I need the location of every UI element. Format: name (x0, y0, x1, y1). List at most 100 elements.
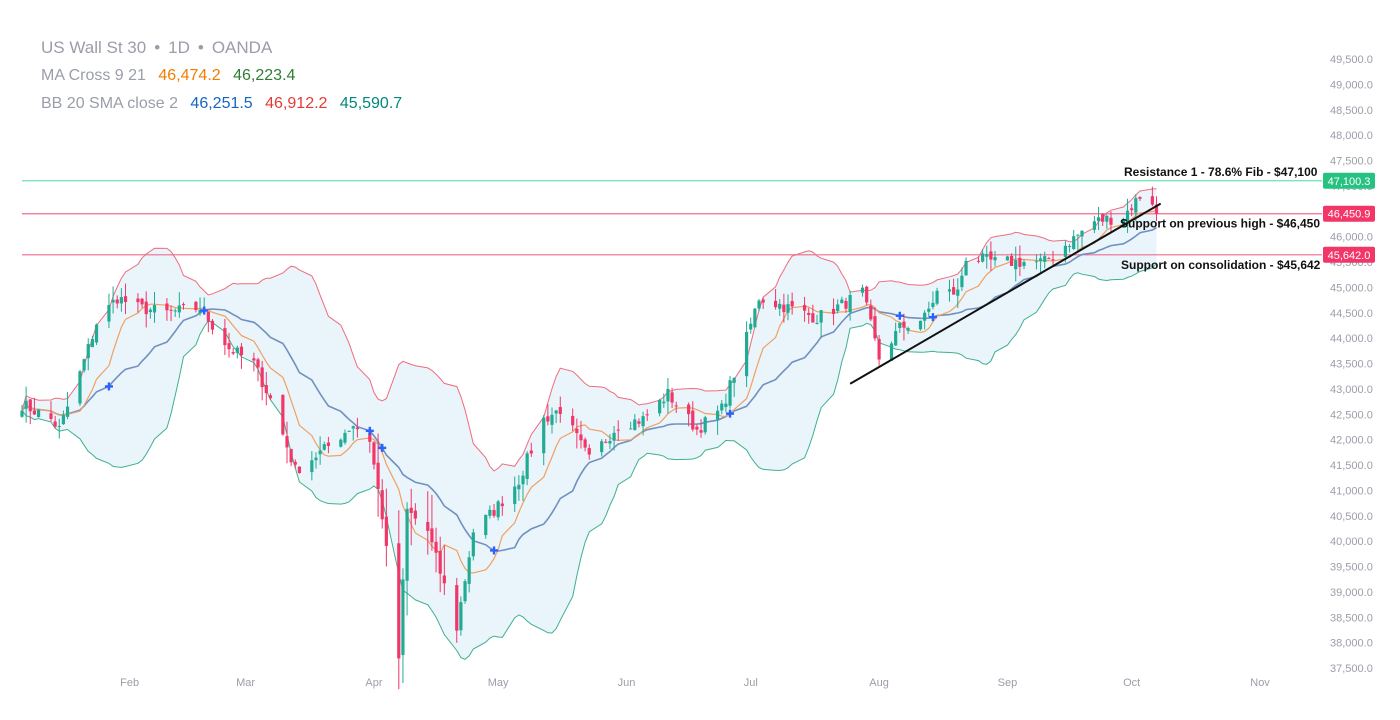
candle (848, 290, 852, 321)
candle (894, 322, 898, 346)
candle (831, 298, 836, 326)
candle-body (670, 392, 674, 403)
price-axis[interactable]: 37,500.0 38,000.0 38,500.0 39,000.0 39,500.0… (1330, 54, 1373, 675)
candle (442, 545, 446, 596)
candle-body (94, 324, 99, 343)
ma-cross-marker (490, 546, 499, 555)
candle-body (384, 516, 388, 546)
candle (1034, 254, 1039, 270)
ma-cross-marker (200, 306, 209, 315)
candle (297, 466, 302, 474)
month-tick-label: May (488, 677, 509, 689)
candle-body (782, 304, 786, 313)
candle-body (318, 450, 322, 455)
price-tick-label: 49,500.0 (1330, 54, 1373, 66)
candle-body (923, 312, 927, 321)
candle-body (662, 401, 666, 404)
candle (169, 305, 173, 322)
candle (923, 310, 927, 330)
candle-body (898, 322, 902, 328)
indicator-bb-row[interactable]: BB 20 SMA close 2 46,251.5 46,912.2 45,5… (41, 90, 410, 118)
month-tick-label: Aug (869, 677, 889, 689)
candle-body (902, 321, 906, 328)
candle (426, 491, 430, 555)
candle-body (927, 308, 931, 312)
candle (815, 314, 819, 325)
level-annotation-3: Support on consolidation - $45,642 (1121, 258, 1321, 272)
price-tick-label: 43,500.0 (1330, 359, 1373, 371)
candle-body (314, 457, 318, 461)
candle-body (372, 442, 376, 465)
price-tick-label: 46,000.0 (1330, 232, 1373, 244)
candle-body (1134, 198, 1138, 213)
candle-body (960, 275, 964, 288)
candle (608, 434, 612, 450)
candle-body (409, 507, 413, 513)
candle-body (260, 367, 264, 388)
candle-body (550, 414, 554, 425)
candle (492, 504, 496, 518)
candle-body (579, 434, 583, 441)
candle (264, 372, 268, 406)
candle-body (111, 299, 115, 303)
candle-body (571, 415, 575, 426)
candle (753, 308, 757, 328)
candle-body (1121, 218, 1125, 226)
candle (811, 304, 815, 323)
candle-body (860, 287, 865, 293)
indicator-ma-cross-row[interactable]: MA Cross 9 21 46,474.2 46,223.4 (41, 62, 410, 90)
symbol-row[interactable]: US Wall St 30 • 1D • OANDA (41, 34, 410, 62)
candle-body (136, 298, 140, 303)
candle (1022, 259, 1026, 270)
candle (935, 287, 939, 306)
candle (732, 377, 736, 397)
candle (455, 577, 459, 643)
candle-body (989, 251, 993, 260)
candle-body (906, 328, 910, 331)
candle (194, 301, 198, 313)
candle (148, 307, 152, 319)
price-tick-label: 42,500.0 (1330, 409, 1373, 421)
candle (728, 375, 732, 409)
month-tick-label: Oct (1123, 677, 1140, 689)
candle (20, 404, 24, 418)
candle-body (521, 475, 525, 485)
candle (865, 285, 869, 306)
bollinger-lower-line (21, 263, 1157, 660)
candle-body (413, 510, 417, 519)
candle (670, 387, 674, 409)
candle (49, 401, 53, 422)
candle (78, 369, 82, 407)
candle-body (1109, 217, 1113, 225)
candle-body (1009, 255, 1014, 266)
candle (61, 410, 66, 425)
candle (637, 418, 641, 428)
time-axis[interactable]: Feb Mar Apr May Jun Jul Aug Sep Oct Nov (120, 677, 1270, 689)
candle-body (873, 316, 877, 339)
candle (906, 326, 910, 334)
candle (235, 345, 239, 359)
candle (558, 396, 562, 423)
candle-body (976, 260, 981, 262)
candle (782, 293, 786, 323)
candle (488, 505, 492, 519)
candle-body (401, 579, 405, 656)
candle-body (525, 453, 529, 479)
candle (281, 394, 285, 436)
candle-body (376, 462, 380, 489)
candle-body (877, 338, 881, 360)
candle (32, 397, 37, 415)
candle-body (815, 322, 819, 324)
candle (1014, 246, 1018, 282)
price-tick-label: 41,500.0 (1330, 460, 1373, 472)
candle-body (49, 413, 53, 419)
candle-body (165, 303, 169, 311)
candle-body (616, 429, 620, 431)
candle-body (865, 286, 869, 303)
candle-body (1067, 246, 1072, 248)
candle (90, 335, 94, 348)
candle-body (612, 432, 616, 441)
candle-body (608, 441, 612, 444)
